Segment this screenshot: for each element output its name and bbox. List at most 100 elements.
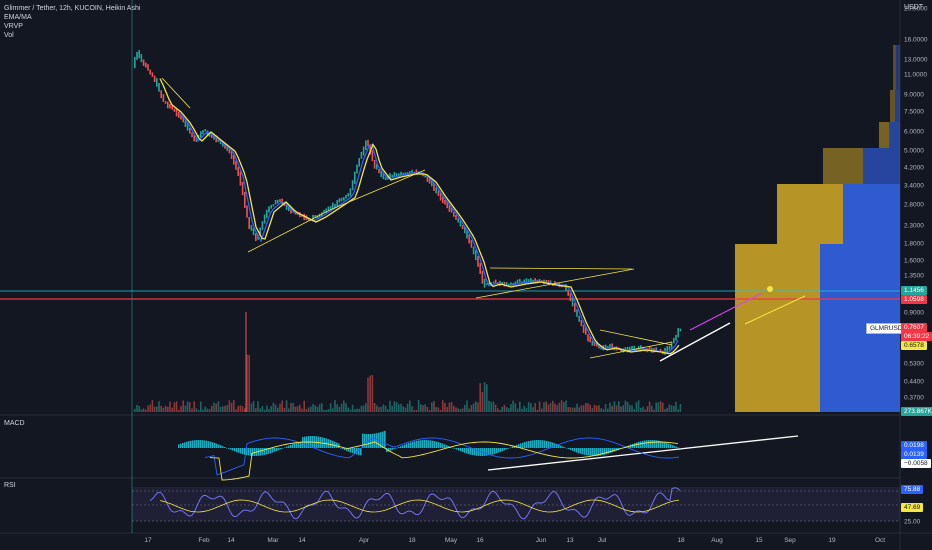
time-axis-tick: Apr bbox=[358, 537, 370, 544]
candle bbox=[629, 346, 631, 351]
candle bbox=[637, 346, 640, 349]
macd-pane-label[interactable]: MACD bbox=[4, 420, 25, 427]
candle bbox=[530, 278, 532, 284]
candle bbox=[472, 246, 475, 255]
time-axis-tick: Feb bbox=[198, 537, 210, 544]
indicator-ema-label[interactable]: EMA/MA bbox=[4, 14, 32, 21]
macd-histogram-bar bbox=[442, 443, 444, 448]
macd-histogram-bar bbox=[372, 433, 374, 448]
volume-bar bbox=[664, 409, 666, 412]
volume-bar bbox=[222, 406, 224, 412]
candle bbox=[371, 150, 374, 162]
macd-histogram-bar bbox=[226, 447, 228, 449]
rsi-pane-label[interactable]: RSI bbox=[4, 482, 16, 489]
volume-bar bbox=[523, 405, 525, 412]
volume-bar bbox=[189, 402, 191, 412]
macd-histogram-bar bbox=[350, 448, 352, 453]
macd-histogram-bar bbox=[578, 448, 580, 454]
volume-bar bbox=[345, 403, 347, 412]
candle bbox=[578, 315, 580, 322]
macd-histogram-bar bbox=[328, 439, 330, 448]
volume-bar bbox=[516, 408, 519, 412]
volume-bar bbox=[219, 406, 222, 412]
volume-bar bbox=[268, 408, 270, 412]
volume-bar bbox=[156, 406, 158, 412]
macd-histogram-bar bbox=[292, 444, 294, 448]
volume-bar bbox=[554, 403, 556, 412]
trendline-drawings[interactable] bbox=[161, 77, 806, 471]
volume-bar bbox=[426, 406, 429, 412]
price-axis-tick: 1.6000 bbox=[904, 257, 924, 265]
volume-bar bbox=[655, 402, 657, 412]
macd-histogram-bar bbox=[446, 445, 448, 448]
macd-histogram-bar bbox=[334, 441, 336, 448]
volume-bar bbox=[409, 400, 411, 412]
macd-histogram-bar bbox=[356, 448, 358, 455]
volume-bar bbox=[167, 406, 169, 412]
volume-bar bbox=[191, 408, 193, 412]
volume-bar bbox=[327, 409, 330, 412]
indicator-vol-label[interactable]: Vol bbox=[4, 32, 14, 39]
volume-bar bbox=[376, 405, 378, 412]
volume-profile bbox=[735, 45, 900, 412]
macd-histogram-bar bbox=[470, 448, 472, 455]
macd-histogram-bar bbox=[530, 440, 532, 448]
macd-histogram-bar bbox=[278, 448, 280, 451]
macd-histogram-bar bbox=[448, 446, 450, 448]
candle bbox=[435, 187, 437, 194]
candle bbox=[340, 197, 343, 202]
volume-bar bbox=[153, 406, 156, 412]
candle bbox=[244, 192, 246, 208]
volume-bar bbox=[547, 404, 550, 412]
volume-bar bbox=[314, 405, 316, 412]
volume-bar bbox=[607, 408, 609, 412]
macd-histogram-bar bbox=[228, 448, 230, 449]
candle bbox=[226, 144, 228, 151]
macd-histogram-bar bbox=[528, 441, 530, 448]
volume-bar bbox=[574, 407, 576, 412]
volume-bar bbox=[288, 408, 290, 412]
candle bbox=[585, 327, 587, 335]
macd-histogram-bar bbox=[526, 441, 528, 448]
macd-histogram-bar bbox=[364, 433, 366, 448]
time-axis-tick: Sep bbox=[784, 537, 796, 544]
candle bbox=[411, 169, 413, 174]
white-support-trendline bbox=[659, 322, 731, 362]
candle bbox=[248, 216, 250, 230]
candle bbox=[228, 146, 231, 154]
macd-histogram-bar bbox=[440, 442, 442, 448]
candle bbox=[345, 194, 347, 199]
candle bbox=[442, 196, 444, 204]
macd-histogram-bar bbox=[574, 448, 576, 452]
macd-histogram-bar bbox=[366, 433, 368, 448]
macd-histogram-bar bbox=[234, 448, 236, 452]
candle bbox=[169, 103, 171, 109]
volume-bar bbox=[171, 407, 173, 412]
volume-bar bbox=[435, 407, 437, 412]
macd-histogram-bar bbox=[652, 440, 654, 448]
volume-bar bbox=[510, 404, 512, 412]
volume-bar bbox=[615, 405, 618, 412]
candle bbox=[589, 336, 591, 343]
candle bbox=[376, 164, 378, 170]
macd-histogram-bar bbox=[420, 440, 422, 448]
volume-bar bbox=[629, 404, 631, 412]
candle bbox=[268, 206, 270, 213]
candle bbox=[233, 154, 235, 165]
time-axis-tick: 17 bbox=[144, 537, 152, 544]
chart-legend[interactable]: Glimmer / Tether, 12h, KUCOIN, Heikin As… bbox=[4, 4, 140, 40]
macd-histogram-bar bbox=[236, 448, 238, 453]
indicator-vrvp-label[interactable]: VRVP bbox=[4, 23, 23, 30]
candle bbox=[490, 282, 492, 285]
macd-histogram-bar bbox=[540, 440, 542, 448]
symbol-title[interactable]: Glimmer / Tether, 12h, KUCOIN, Heikin As… bbox=[4, 5, 141, 12]
volume-bar bbox=[560, 400, 563, 412]
candle bbox=[668, 345, 671, 351]
volume-bar bbox=[186, 401, 189, 412]
candle bbox=[525, 278, 528, 282]
candle bbox=[395, 173, 398, 176]
vrvp-gold-block-mid bbox=[777, 184, 843, 244]
candle bbox=[211, 134, 213, 138]
macd-histogram-bar bbox=[522, 442, 524, 448]
